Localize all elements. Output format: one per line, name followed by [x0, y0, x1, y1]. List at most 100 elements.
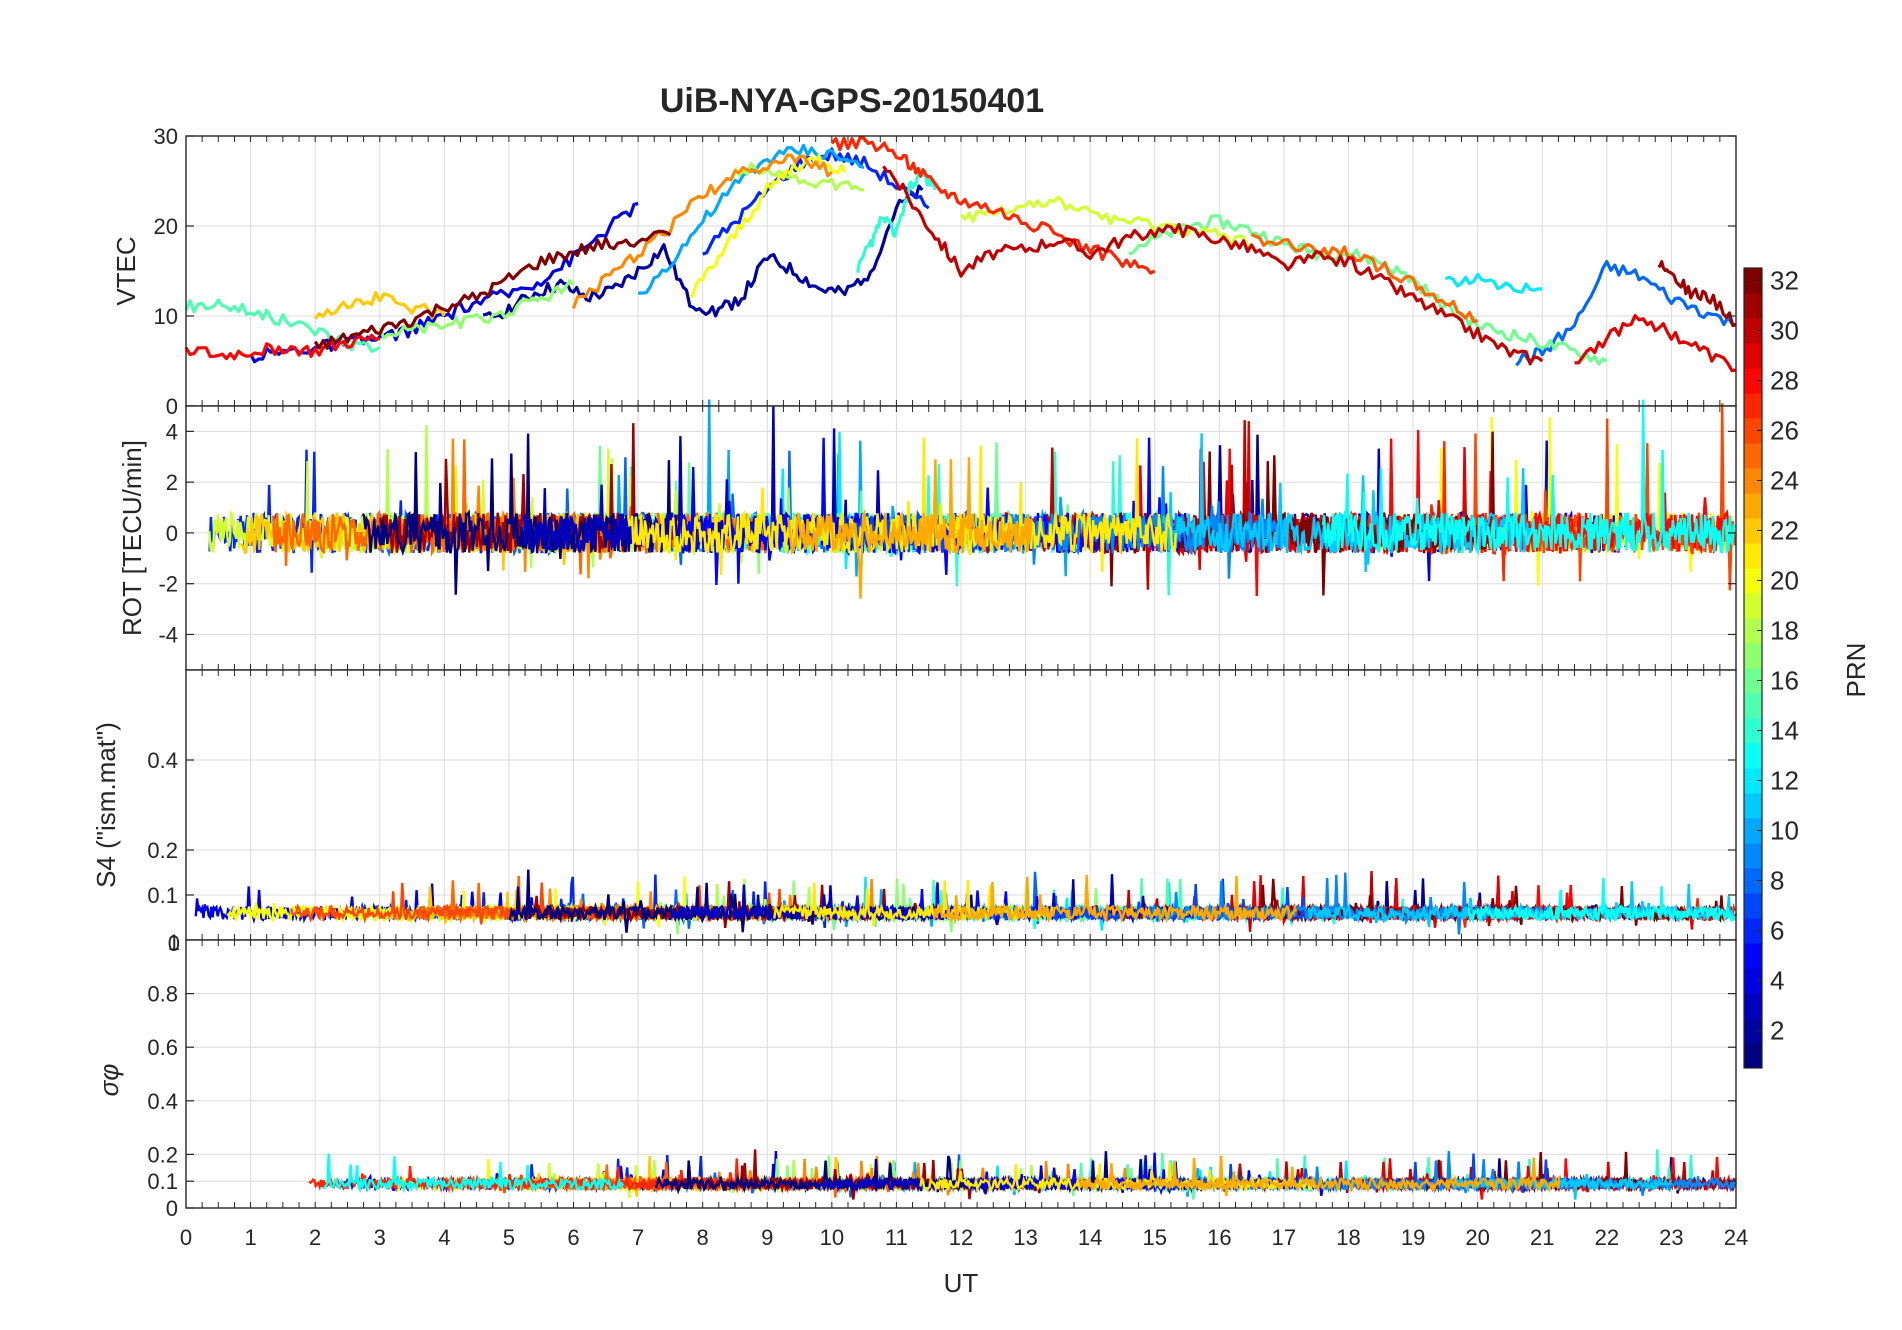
trace-prn-13 — [1321, 399, 1737, 557]
trace-prn-21 — [773, 880, 1054, 927]
colorbar-swatch — [1744, 318, 1762, 344]
colorbar-swatch — [1744, 768, 1762, 794]
colorbar-tick-label: 20 — [1770, 566, 1799, 596]
s4-extra-tick: 0 — [168, 931, 180, 956]
vtec-series-prn-24 — [571, 153, 833, 309]
sigma-axes-border — [185, 939, 1737, 1209]
vtec-series-prn-17 — [378, 279, 575, 340]
colorbar-label: PRN — [1841, 643, 1871, 698]
vtec-series-prn-31 — [1657, 260, 1737, 328]
x-tick-label: 3 — [374, 1225, 386, 1250]
colorbar-swatch — [1744, 943, 1762, 969]
y-tick-label: 0.4 — [147, 748, 178, 773]
colorbar-tick-label: 14 — [1770, 716, 1799, 746]
colorbar-tick-label: 28 — [1770, 366, 1799, 396]
colorbar-swatch — [1744, 468, 1762, 494]
y-tick-label: 20 — [154, 214, 178, 239]
colorbar-tick-label: 26 — [1770, 416, 1799, 446]
trace-prn-13 — [1467, 877, 1737, 924]
colorbar-swatch — [1744, 418, 1762, 444]
vtec-ylabel: VTEC — [111, 236, 141, 305]
vtec-series-prn-10 — [638, 143, 865, 295]
sigma-ylabel: σφ — [94, 1064, 124, 1097]
colorbar-swatch — [1744, 868, 1762, 894]
y-tick-label: 0.1 — [147, 1169, 178, 1194]
colorbar-swatch — [1744, 1018, 1762, 1044]
y-tick-label: 0 — [166, 1196, 178, 1221]
y-tick-label: 10 — [154, 304, 178, 329]
colorbar-swatch — [1744, 968, 1762, 994]
y-tick-label: 30 — [154, 124, 178, 149]
y-tick-label: -4 — [158, 622, 178, 647]
colorbar-swatch — [1744, 668, 1762, 694]
s4-panel: 0.1 0.2 0.4 S4 ("ism.mat") 0 — [91, 669, 1738, 956]
sigma-top-tick: 1 — [168, 930, 180, 955]
x-tick-label: 1 — [244, 1225, 256, 1250]
x-tick-label: 18 — [1336, 1225, 1360, 1250]
vtec-lines — [184, 135, 1737, 373]
trace-prn-23 — [786, 457, 1034, 599]
x-tick-label: 19 — [1401, 1225, 1425, 1250]
colorbar-swatch — [1744, 843, 1762, 869]
x-tick-label: 8 — [697, 1225, 709, 1250]
colorbar-swatch — [1744, 818, 1762, 844]
x-tick-label: 17 — [1272, 1225, 1296, 1250]
rot-ylabel: ROT [TECU/min] — [117, 440, 147, 636]
colorbar-swatch — [1744, 268, 1762, 294]
x-axis: 0 1 2 3 4 5 6 7 8 9 10 11 12 13 14 15 16 17 18 19 20 21 22 23 24 — [180, 1225, 1748, 1250]
x-tick-label: 13 — [1013, 1225, 1037, 1250]
colorbar-tick-label: 2 — [1770, 1016, 1784, 1046]
x-tick-label: 21 — [1530, 1225, 1554, 1250]
trace-prn-13 — [322, 1153, 625, 1194]
colorbar-swatch — [1744, 518, 1762, 544]
x-tick-label: 0 — [180, 1225, 192, 1250]
y-tick-label: 0.2 — [147, 838, 178, 863]
x-tick-label: 10 — [820, 1225, 844, 1250]
x-tick-label: 2 — [309, 1225, 321, 1250]
colorbar-tick-label: 32 — [1770, 266, 1799, 296]
colorbar-border — [1743, 267, 1763, 1069]
colorbar-swatch — [1744, 718, 1762, 744]
vtec-series-prn-15 — [184, 298, 381, 353]
x-tick-label: 11 — [885, 1225, 908, 1250]
colorbar-swatch — [1744, 643, 1762, 669]
colorbar-swatch — [1744, 618, 1762, 644]
colorbar-tick-label: 16 — [1770, 666, 1799, 696]
y-tick-label: 4 — [166, 419, 178, 444]
x-tick-label: 7 — [632, 1225, 644, 1250]
vtec-series-prn-29 — [1574, 314, 1737, 373]
chart-title: UiB-NYA-GPS-20150401 — [660, 82, 1044, 120]
y-tick-label: -2 — [158, 572, 178, 597]
colorbar-swatch — [1744, 443, 1762, 469]
colorbar-swatch — [1744, 1043, 1762, 1069]
colorbar-swatch — [1744, 293, 1762, 319]
x-tick-label: 24 — [1724, 1225, 1748, 1250]
colorbar-swatch — [1744, 893, 1762, 919]
colorbar-tick-label: 22 — [1770, 516, 1799, 546]
x-tick-label: 6 — [567, 1225, 579, 1250]
colorbar-swatch — [1744, 568, 1762, 594]
vtec-yticks: 0 10 20 30 — [154, 124, 1736, 419]
vtec-panel: 0 10 20 30 VTEC — [111, 124, 1737, 419]
x-tick-label: 4 — [438, 1225, 450, 1250]
colorbar-swatch — [1744, 743, 1762, 769]
colorbar-tick-label: 4 — [1770, 966, 1784, 996]
sigma-yticks: 00.10.2 0.4 0.6 0.8 — [147, 982, 1736, 1221]
colorbar-swatch — [1744, 493, 1762, 519]
s4-lines — [194, 869, 1738, 935]
vtec-series-prn-28 — [184, 333, 381, 361]
x-tick-label: 22 — [1595, 1225, 1619, 1250]
trace-prn-23 — [933, 875, 1298, 924]
s4-ylabel: S4 ("ism.mat") — [91, 722, 121, 888]
colorbar-tick-label: 10 — [1770, 816, 1799, 846]
x-tick-label: 5 — [503, 1225, 515, 1250]
trace-prn-23 — [1079, 1155, 1561, 1197]
y-tick-label: 0.1 — [147, 883, 178, 908]
x-tick-label: 23 — [1659, 1225, 1683, 1250]
trace-prn-1 — [508, 869, 960, 933]
vtec-series-prn-27 — [830, 135, 1156, 275]
colorbar-swatch — [1744, 918, 1762, 944]
colorbar-swatch — [1744, 593, 1762, 619]
colorbar-tick-label: 24 — [1770, 466, 1799, 496]
